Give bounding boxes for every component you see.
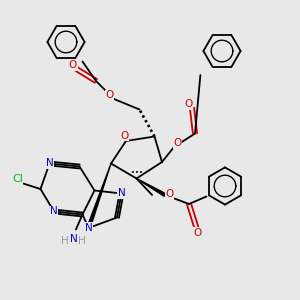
Polygon shape: [87, 164, 111, 229]
Text: •••: •••: [131, 170, 143, 176]
Text: H: H: [61, 236, 69, 246]
Polygon shape: [136, 178, 166, 196]
Text: O: O: [173, 138, 182, 148]
Text: H: H: [78, 236, 86, 246]
Text: N: N: [118, 188, 125, 199]
Text: N: N: [70, 233, 77, 244]
Text: N: N: [50, 206, 58, 217]
Text: O: O: [165, 189, 174, 200]
Text: O: O: [194, 227, 202, 238]
Text: O: O: [184, 99, 193, 110]
Text: O: O: [69, 60, 77, 70]
Text: Cl: Cl: [12, 174, 23, 184]
Text: O: O: [105, 90, 114, 100]
Text: O: O: [120, 130, 129, 141]
Text: N: N: [46, 158, 53, 169]
Text: N: N: [85, 223, 92, 233]
